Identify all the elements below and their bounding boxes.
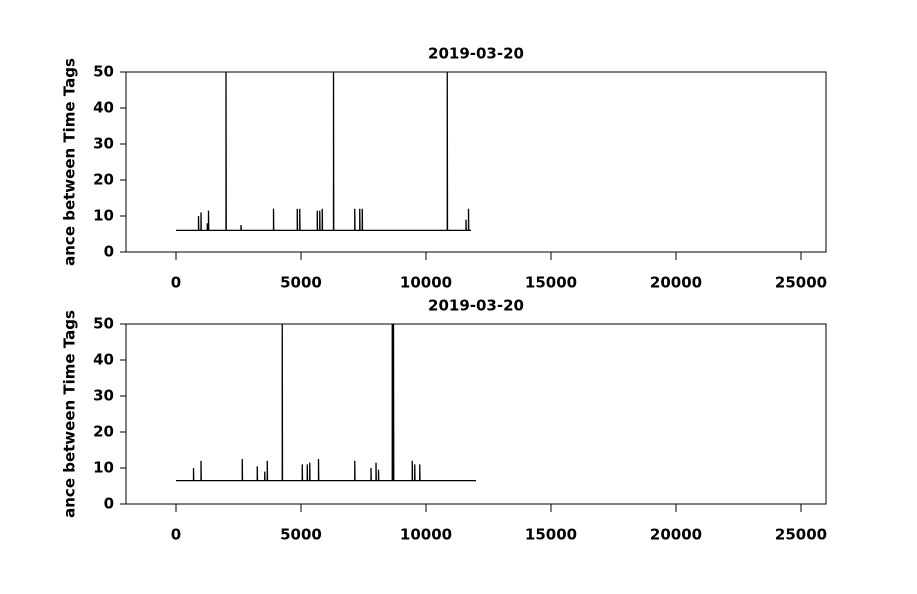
x-tick-label: 15000 — [525, 526, 577, 544]
x-tick-label: 0 — [171, 274, 181, 292]
y-axis-label: ance between Time Tags — [61, 310, 79, 518]
x-tick-label: 20000 — [650, 274, 702, 292]
plot-frame — [125, 71, 827, 253]
y-tick-label: 40 — [93, 99, 114, 117]
y-tick-label: 10 — [93, 207, 114, 225]
y-tick-label: 50 — [93, 315, 114, 333]
x-tick-label: 15000 — [525, 274, 577, 292]
y-tick-label: 0 — [104, 495, 114, 513]
y-tick-label: 10 — [93, 459, 114, 477]
y-tick-label: 40 — [93, 351, 114, 369]
chart-title: 2019-03-20 — [428, 45, 524, 63]
x-tick-label: 10000 — [400, 274, 452, 292]
x-tick-label: 0 — [171, 526, 181, 544]
x-tick-label: 25000 — [775, 274, 827, 292]
y-axis-label: ance between Time Tags — [61, 58, 79, 266]
chart-title: 2019-03-20 — [428, 297, 524, 315]
y-tick-label: 50 — [93, 63, 114, 81]
y-tick-label: 0 — [104, 243, 114, 261]
data-line — [176, 72, 471, 232]
y-tick-label: 30 — [93, 135, 114, 153]
x-tick-label: 5000 — [280, 526, 322, 544]
data-line — [176, 324, 476, 482]
plot-frame — [125, 323, 827, 505]
y-tick-label: 30 — [93, 387, 114, 405]
x-tick-label: 5000 — [280, 274, 322, 292]
y-tick-label: 20 — [93, 423, 114, 441]
x-tick-label: 25000 — [775, 526, 827, 544]
y-tick-label: 20 — [93, 171, 114, 189]
x-tick-label: 10000 — [400, 526, 452, 544]
x-tick-label: 20000 — [650, 526, 702, 544]
